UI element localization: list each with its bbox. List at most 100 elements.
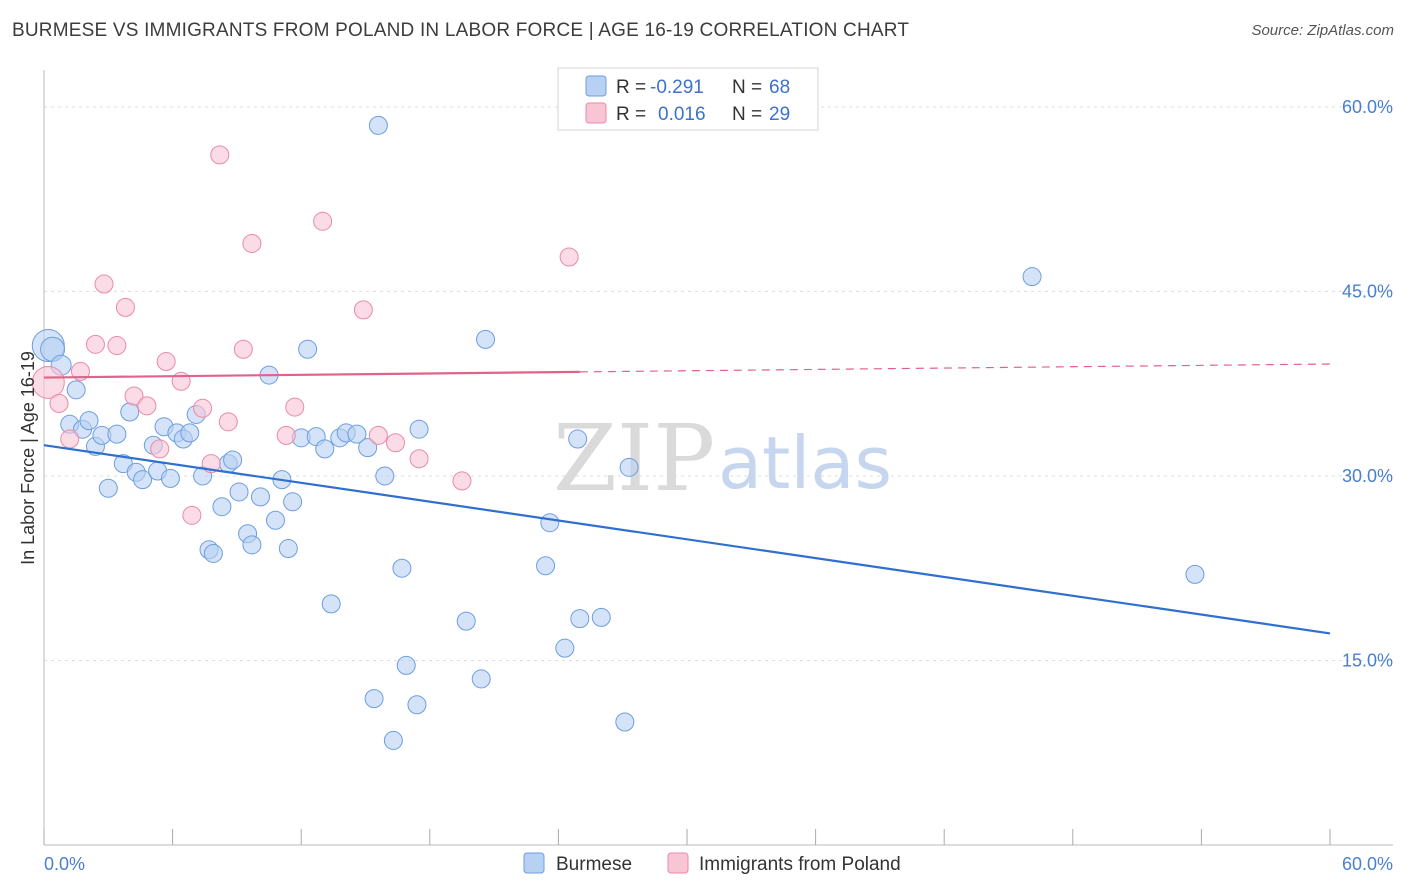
point-poland bbox=[353, 300, 373, 320]
point-burmese bbox=[203, 543, 223, 563]
trend-line-poland-dashed bbox=[579, 363, 1331, 373]
point-poland bbox=[115, 297, 135, 317]
y-tick-label: 45.0% bbox=[1342, 281, 1393, 301]
point-poland bbox=[182, 505, 202, 525]
point-burmese bbox=[615, 712, 635, 732]
point-poland bbox=[60, 429, 80, 449]
watermark: ZIP atlas bbox=[553, 405, 892, 512]
source-credit: Source: ZipAtlas.com bbox=[1251, 22, 1394, 39]
point-poland bbox=[156, 352, 176, 372]
point-poland bbox=[85, 334, 105, 354]
x-tick-labels: 0.0% 60.0% bbox=[44, 854, 1393, 874]
point-burmese bbox=[375, 466, 395, 486]
point-burmese bbox=[570, 609, 590, 629]
point-burmese bbox=[456, 611, 476, 631]
point-burmese bbox=[180, 423, 200, 443]
trend-line-poland-solid bbox=[43, 370, 580, 379]
point-burmese bbox=[471, 669, 491, 689]
point-burmese bbox=[278, 539, 298, 559]
trend-lines bbox=[43, 363, 1331, 635]
point-poland bbox=[193, 398, 213, 418]
legend-swatch-poland-bottom[interactable] bbox=[667, 852, 689, 874]
legend-swatch-burmese-bottom[interactable] bbox=[523, 852, 545, 874]
point-burmese bbox=[407, 695, 427, 715]
point-burmese bbox=[223, 450, 243, 470]
point-burmese bbox=[591, 607, 611, 627]
point-poland bbox=[107, 336, 127, 356]
point-poland bbox=[218, 412, 238, 432]
point-burmese bbox=[98, 478, 118, 498]
y-tick-labels: 15.0% 30.0% 45.0% 60.0% bbox=[1342, 97, 1393, 671]
y-tick-label: 15.0% bbox=[1342, 650, 1393, 670]
point-burmese bbox=[229, 482, 249, 502]
point-burmese bbox=[120, 402, 140, 422]
legend-label-burmese[interactable]: Burmese bbox=[556, 854, 632, 875]
legend-n-label-burmese: N = bbox=[732, 77, 762, 98]
legend-swatch-poland bbox=[585, 102, 607, 124]
point-poland bbox=[210, 145, 230, 165]
point-burmese bbox=[358, 438, 378, 458]
point-burmese bbox=[212, 497, 232, 517]
point-burmese bbox=[1022, 267, 1042, 287]
point-burmese bbox=[476, 329, 496, 349]
legend-n-label-poland: N = bbox=[732, 104, 762, 125]
point-burmese bbox=[368, 115, 388, 135]
correlation-legend: R = -0.291 N = 68 R = 0.016 N = 29 bbox=[557, 67, 819, 131]
point-poland bbox=[452, 471, 472, 491]
point-burmese bbox=[321, 594, 341, 614]
point-poland bbox=[150, 439, 170, 459]
point-poland bbox=[313, 211, 333, 231]
point-poland bbox=[233, 339, 253, 359]
y-axis-title: In Labor Force | Age 16-19 bbox=[18, 351, 38, 565]
legend-r-label-poland: R = bbox=[616, 104, 646, 125]
point-burmese bbox=[242, 535, 262, 555]
point-burmese bbox=[347, 424, 367, 444]
point-poland bbox=[137, 396, 157, 416]
axes bbox=[43, 70, 1393, 846]
point-poland bbox=[285, 397, 305, 417]
legend-r-label-burmese: R = bbox=[616, 77, 646, 98]
point-poland bbox=[31, 365, 65, 399]
legend-swatch-burmese bbox=[585, 75, 607, 97]
point-burmese bbox=[1185, 564, 1205, 584]
y-tick-label: 30.0% bbox=[1342, 466, 1393, 486]
point-poland bbox=[124, 386, 144, 406]
point-poland bbox=[94, 274, 114, 294]
point-poland bbox=[409, 449, 429, 469]
point-burmese bbox=[619, 457, 639, 477]
x-tick-label-max: 60.0% bbox=[1342, 854, 1393, 874]
trend-line-burmese bbox=[43, 444, 1331, 635]
point-burmese bbox=[79, 411, 99, 431]
chart-title: BURMESE VS IMMIGRANTS FROM POLAND IN LAB… bbox=[12, 20, 910, 41]
legend-r-value-burmese: -0.291 bbox=[650, 77, 704, 98]
point-poland bbox=[368, 425, 388, 445]
point-burmese bbox=[568, 429, 588, 449]
point-burmese bbox=[298, 339, 318, 359]
point-burmese bbox=[265, 510, 285, 530]
point-poland bbox=[559, 247, 579, 267]
data-points bbox=[31, 115, 1205, 750]
legend-n-value-poland: 29 bbox=[769, 104, 790, 125]
point-poland bbox=[70, 361, 90, 381]
point-burmese bbox=[107, 424, 127, 444]
point-poland bbox=[386, 433, 406, 453]
x-tick-label-min: 0.0% bbox=[44, 854, 85, 874]
legend-label-poland[interactable]: Immigrants from Poland bbox=[699, 854, 901, 875]
point-burmese bbox=[315, 439, 335, 459]
point-burmese bbox=[555, 638, 575, 658]
point-burmese bbox=[392, 558, 412, 578]
point-poland bbox=[49, 393, 69, 413]
point-burmese bbox=[364, 689, 384, 709]
point-burmese bbox=[160, 468, 180, 488]
point-burmese bbox=[536, 556, 556, 576]
y-tick-label: 60.0% bbox=[1342, 97, 1393, 117]
point-burmese bbox=[396, 655, 416, 675]
watermark-atlas: atlas bbox=[718, 421, 892, 505]
point-burmese bbox=[409, 419, 429, 439]
series-legend[interactable]: Burmese Immigrants from Poland bbox=[523, 852, 901, 875]
point-burmese bbox=[66, 380, 86, 400]
legend-n-value-burmese: 68 bbox=[769, 77, 790, 98]
legend-r-value-poland: 0.016 bbox=[658, 104, 706, 125]
point-burmese bbox=[133, 470, 153, 490]
